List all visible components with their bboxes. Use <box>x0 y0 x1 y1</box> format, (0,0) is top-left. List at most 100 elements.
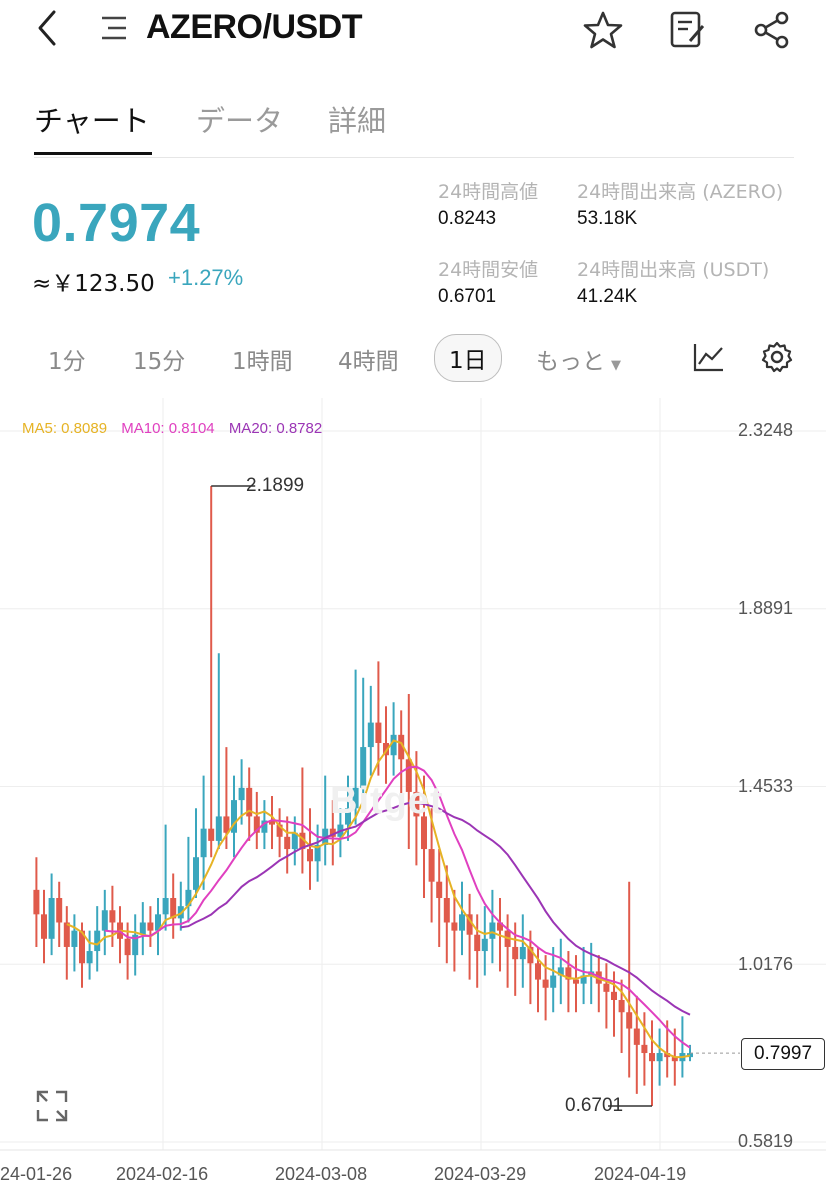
candle-body <box>542 979 549 988</box>
share-icon[interactable] <box>752 10 792 50</box>
candle-body <box>360 747 367 788</box>
vol-base-label: 24時間出来高 (AZERO) <box>577 181 784 203</box>
gear-icon[interactable] <box>760 340 794 374</box>
candle-body <box>253 816 260 833</box>
chevron-left-icon[interactable] <box>30 6 70 50</box>
candle-body <box>41 914 47 939</box>
ma10-line <box>104 765 691 1049</box>
candle-body <box>33 889 40 915</box>
candle-body <box>671 1057 678 1062</box>
low-24h-value: 0.6701 <box>438 286 497 307</box>
candle-body <box>208 828 215 841</box>
vol-base-value: 53.18K <box>577 208 638 229</box>
candle-body <box>618 999 625 1013</box>
candle-body <box>656 1053 663 1062</box>
candle-body <box>527 946 534 964</box>
candle-body <box>573 979 579 984</box>
candle-body <box>649 1053 655 1062</box>
candle-body <box>307 849 313 862</box>
note-edit-icon[interactable] <box>668 10 708 50</box>
candle-body <box>413 791 420 817</box>
interval-15m[interactable]: 15分 <box>133 349 186 375</box>
x-tick-label: 2024-03-08 <box>275 1164 368 1184</box>
candle-body <box>512 946 519 960</box>
high-marker-label: 2.1899 <box>246 475 305 496</box>
candle-body <box>200 828 207 858</box>
ma10-legend: MA10: 0.8104 <box>121 420 215 437</box>
expand-icon[interactable] <box>34 1088 70 1124</box>
ma5-legend: MA5: 0.8089 <box>22 420 108 437</box>
ma20-legend: MA20: 0.8782 <box>228 420 323 437</box>
low-marker-label: 0.6701 <box>565 1095 624 1116</box>
candle-body <box>79 930 85 964</box>
candle-body <box>284 836 291 850</box>
y-tick-label: 2.3248 <box>738 420 794 440</box>
candle-body <box>329 828 336 837</box>
candle-body <box>291 832 298 850</box>
interval-1d[interactable]: 1日 <box>434 334 502 382</box>
candle-body <box>390 734 397 756</box>
candle-body <box>436 881 443 899</box>
candle-body <box>238 787 245 801</box>
interval-bar: 1分 15分 1時間 4時間 1日 もっと ▼ <box>0 330 826 386</box>
x-tick-label: 2024-04-19 <box>594 1164 687 1184</box>
candle-body <box>155 914 161 931</box>
y-tick-label: 1.0176 <box>738 954 794 974</box>
candle-body <box>474 934 481 952</box>
vol-quote-label: 24時間出来高 (USDT) <box>577 259 770 281</box>
candle-body <box>261 820 268 833</box>
tab-data[interactable]: データ <box>196 104 284 138</box>
star-icon[interactable] <box>583 10 623 50</box>
vol-quote-value: 41.24K <box>577 286 638 307</box>
candle-body <box>664 1053 671 1058</box>
candle-body <box>231 800 237 833</box>
interval-1h[interactable]: 1時間 <box>232 349 293 375</box>
candle-body <box>345 808 351 825</box>
caret-down-icon: ▼ <box>611 358 621 373</box>
candle-body <box>299 832 306 850</box>
y-tick-label: 1.8891 <box>738 598 794 618</box>
candle-body <box>124 938 131 956</box>
candle-body <box>641 1044 648 1054</box>
watermark: Bitget <box>330 780 444 822</box>
high-24h-value: 0.8243 <box>438 208 497 229</box>
low-24h-label: 24時間安値 <box>438 259 539 281</box>
candle-body <box>603 983 610 992</box>
candle-body <box>565 967 572 980</box>
candle-body <box>466 914 473 935</box>
candle-body <box>147 922 154 931</box>
candle-body <box>481 938 488 952</box>
candle-body <box>611 991 617 1000</box>
last-price-tag: 0.7997 <box>741 1038 825 1070</box>
line-chart-icon[interactable] <box>692 340 726 374</box>
active-tab-indicator <box>34 152 152 155</box>
ma5-line <box>66 739 691 1059</box>
candle-body <box>269 820 275 825</box>
candle-body <box>63 922 70 947</box>
menu-icon[interactable] <box>98 12 132 44</box>
x-tick-label: 2024-02-16 <box>116 1164 209 1184</box>
price-change: +1.27% <box>168 265 244 290</box>
interval-4h[interactable]: 4時間 <box>338 349 399 375</box>
candle-body <box>633 1028 640 1045</box>
candle-body <box>86 951 93 964</box>
ma20-line <box>180 801 691 1016</box>
candle-body <box>451 922 458 931</box>
tab-chart[interactable]: チャート <box>34 104 150 138</box>
candle-body <box>352 787 359 809</box>
candle-body <box>48 898 55 939</box>
tab-details[interactable]: 詳細 <box>328 104 387 138</box>
candle-body <box>687 1053 693 1058</box>
candle-body <box>405 759 412 792</box>
interval-1m[interactable]: 1分 <box>48 349 86 375</box>
chart-canvas[interactable] <box>0 398 826 1200</box>
last-price: 0.7974 <box>32 193 201 253</box>
candle-body <box>535 963 541 980</box>
candle-body <box>109 910 116 923</box>
interval-more[interactable]: もっと ▼ <box>536 342 621 376</box>
candle-body <box>519 946 526 960</box>
top-bar: AZERO/USDT <box>0 0 826 62</box>
candle-body <box>276 824 283 837</box>
candlestick-chart[interactable]: Bitget MA5: 0.8089 MA10: 0.8104 MA20: 0.… <box>0 398 826 1200</box>
fiat-price: ≈￥123.50 <box>32 271 155 297</box>
